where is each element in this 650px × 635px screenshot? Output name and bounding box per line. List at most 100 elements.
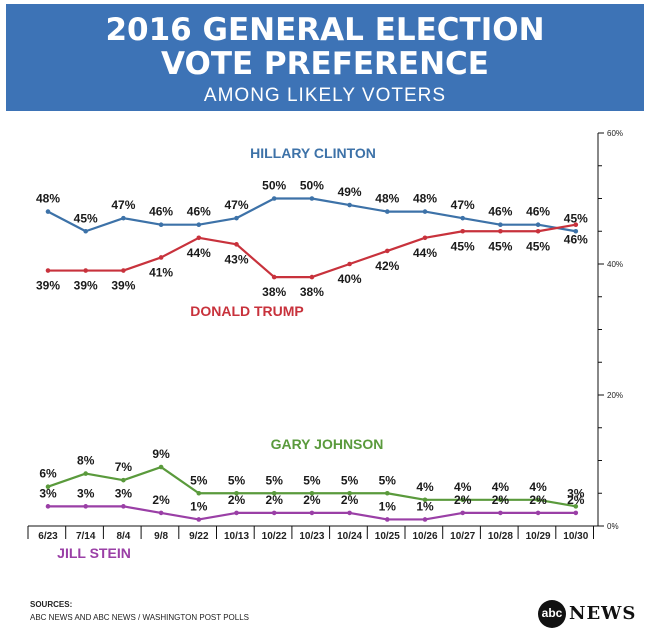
data-label: 45%: [451, 239, 475, 253]
data-point: [535, 228, 541, 234]
data-point: [385, 490, 390, 496]
data-label: 3%: [39, 486, 57, 500]
data-label: 4%: [529, 480, 547, 494]
data-label: 3%: [567, 486, 585, 500]
data-point: [158, 255, 164, 260]
data-label: 44%: [187, 246, 211, 260]
data-label: 45%: [526, 239, 550, 253]
data-point: [309, 274, 315, 280]
data-label: 5%: [228, 473, 246, 487]
data-point: [309, 490, 315, 496]
data-point: [121, 477, 126, 483]
data-label: 9%: [152, 447, 170, 461]
data-label: 45%: [488, 239, 512, 253]
data-label: 6%: [39, 467, 57, 481]
data-point: [422, 235, 428, 241]
data-label: 41%: [149, 265, 173, 279]
data-point: [45, 268, 51, 273]
data-point: [158, 510, 164, 516]
data-label: 45%: [74, 211, 98, 225]
data-point: [385, 248, 390, 254]
data-point: [45, 209, 51, 214]
data-label: 3%: [77, 486, 95, 500]
chart-subtitle: AMONG LIKELY VOTERS: [203, 85, 447, 106]
data-label: 1%: [379, 499, 397, 513]
data-label: 2%: [341, 493, 359, 507]
data-point: [385, 209, 390, 214]
data-point: [573, 222, 579, 227]
data-point: [271, 274, 277, 280]
data-label: 2%: [567, 493, 585, 507]
data-label: 46%: [488, 205, 512, 219]
data-point: [271, 196, 277, 201]
data-label: 38%: [262, 285, 286, 299]
data-point: [83, 228, 88, 234]
data-label: 7%: [115, 460, 133, 474]
x-tick-label: 10/25: [375, 531, 400, 542]
series-name-label: GARY JOHNSON: [271, 436, 384, 452]
data-label: 44%: [413, 246, 437, 260]
data-label: 4%: [454, 480, 472, 494]
data-label: 47%: [224, 198, 248, 212]
sources-note: SOURCES: ABC NEWS AND ABC NEWS / WASHING…: [30, 598, 249, 624]
data-point: [347, 202, 352, 208]
data-point: [158, 222, 164, 227]
data-label: 46%: [187, 205, 211, 219]
data-point: [83, 504, 88, 509]
data-label: 1%: [416, 499, 434, 513]
data-point: [385, 517, 390, 522]
news-wordmark: NEWS: [569, 603, 637, 624]
data-label: 47%: [111, 198, 135, 212]
data-point: [45, 504, 51, 509]
y-tick-label: 20%: [607, 391, 623, 400]
data-label: 43%: [224, 252, 248, 266]
data-point: [498, 228, 503, 234]
data-point: [196, 222, 202, 227]
data-label: 42%: [375, 259, 399, 273]
sources-text: ABC NEWS AND ABC NEWS / WASHINGTON POST …: [30, 613, 250, 622]
x-tick-label: 10/29: [526, 531, 551, 542]
data-label: 38%: [300, 285, 324, 299]
data-point: [196, 517, 202, 522]
data-label: 5%: [379, 473, 397, 487]
y-tick-label: 40%: [607, 260, 623, 269]
data-label: 48%: [375, 192, 399, 206]
y-tick-label: 0%: [607, 522, 619, 531]
data-label: 50%: [262, 179, 286, 193]
x-tick-label: 8/4: [116, 531, 130, 542]
data-label: 40%: [338, 272, 362, 286]
data-point: [498, 497, 503, 503]
abc-news-logo: abc NEWS: [538, 600, 638, 630]
series-name-label: DONALD TRUMP: [190, 303, 304, 319]
x-tick-label: 9/8: [154, 531, 168, 542]
data-label: 3%: [115, 486, 133, 500]
data-label: 5%: [303, 473, 321, 487]
data-point: [347, 510, 352, 516]
data-point: [271, 490, 277, 496]
sources-heading: SOURCES:: [30, 600, 73, 609]
x-tick-label: 10/30: [563, 531, 588, 542]
x-tick-label: 6/23: [38, 531, 58, 542]
x-tick-label: 10/23: [299, 531, 324, 542]
data-label: 46%: [149, 205, 173, 219]
data-label: 2%: [454, 493, 472, 507]
data-point: [271, 510, 277, 516]
data-label: 2%: [303, 493, 321, 507]
y-tick-label: 60%: [607, 129, 623, 138]
chart-title-line1: 2016 GENERAL ELECTION: [105, 12, 545, 48]
data-point: [309, 196, 315, 201]
data-point: [234, 242, 239, 247]
x-tick-label: 10/13: [224, 531, 249, 542]
data-label: 2%: [266, 493, 284, 507]
data-label: 39%: [74, 279, 98, 293]
data-point: [234, 490, 239, 496]
data-point: [83, 471, 88, 476]
data-point: [573, 228, 579, 234]
data-point: [460, 510, 466, 516]
data-label: 2%: [492, 493, 510, 507]
x-tick-label: 9/22: [189, 531, 209, 542]
data-point: [347, 261, 352, 267]
data-point: [309, 510, 315, 516]
data-label: 2%: [152, 493, 170, 507]
